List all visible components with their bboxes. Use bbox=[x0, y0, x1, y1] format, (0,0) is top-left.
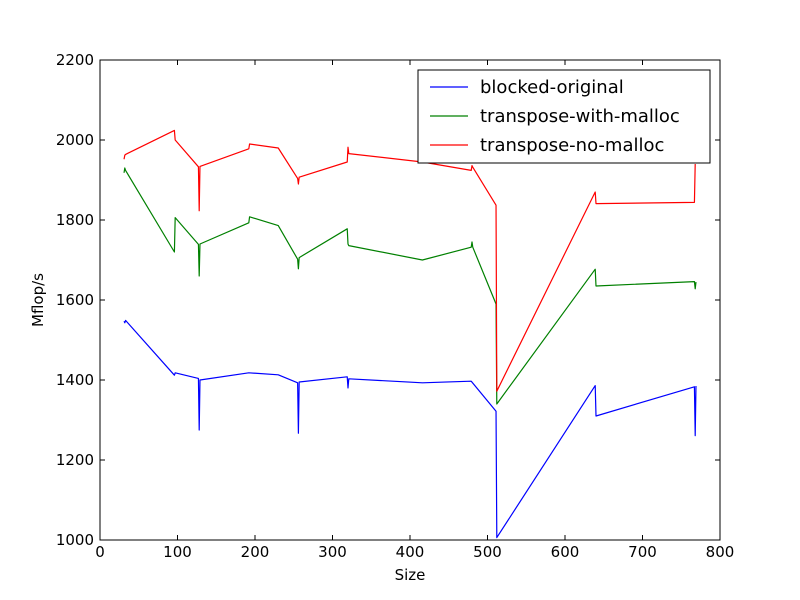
tick-labels: 0 100 200 300 400 500 600 700 800 1000 1200 1400 160… bbox=[56, 51, 735, 561]
legend-label: transpose-no-malloc bbox=[480, 135, 664, 156]
x-tick-label: 300 bbox=[318, 543, 347, 561]
legend-label: blocked-original bbox=[480, 77, 624, 98]
series-line-transpose-no-malloc bbox=[123, 129, 696, 392]
series-line-transpose-with-malloc bbox=[123, 167, 697, 405]
y-tick-label: 1200 bbox=[56, 451, 94, 469]
legend: blocked-original transpose-with-malloc tra… bbox=[417, 69, 711, 164]
y-axis-label: Mflop/s bbox=[29, 273, 47, 327]
series-layer bbox=[123, 129, 697, 539]
x-tick-label: 400 bbox=[396, 543, 425, 561]
y-tick-label: 1800 bbox=[56, 211, 94, 229]
y-tick-label: 1400 bbox=[56, 371, 94, 389]
legend-label: transpose-with-malloc bbox=[480, 106, 680, 127]
y-tick-label: 1600 bbox=[56, 291, 94, 309]
x-tick-label: 800 bbox=[706, 543, 735, 561]
y-tick-label: 2200 bbox=[56, 51, 94, 69]
x-tick-label: 200 bbox=[241, 543, 270, 561]
x-tick-label: 0 bbox=[95, 543, 105, 561]
plot-frame bbox=[99, 59, 721, 541]
y-tick-label: 1000 bbox=[56, 531, 94, 549]
x-tick-label: 500 bbox=[473, 543, 502, 561]
x-tick-label: 100 bbox=[163, 543, 192, 561]
series-line-blocked-original bbox=[123, 319, 697, 539]
x-axis-label: Size bbox=[395, 566, 426, 584]
x-tick-label: 600 bbox=[551, 543, 580, 561]
x-tick-label: 700 bbox=[628, 543, 657, 561]
y-tick-label: 2000 bbox=[56, 131, 94, 149]
